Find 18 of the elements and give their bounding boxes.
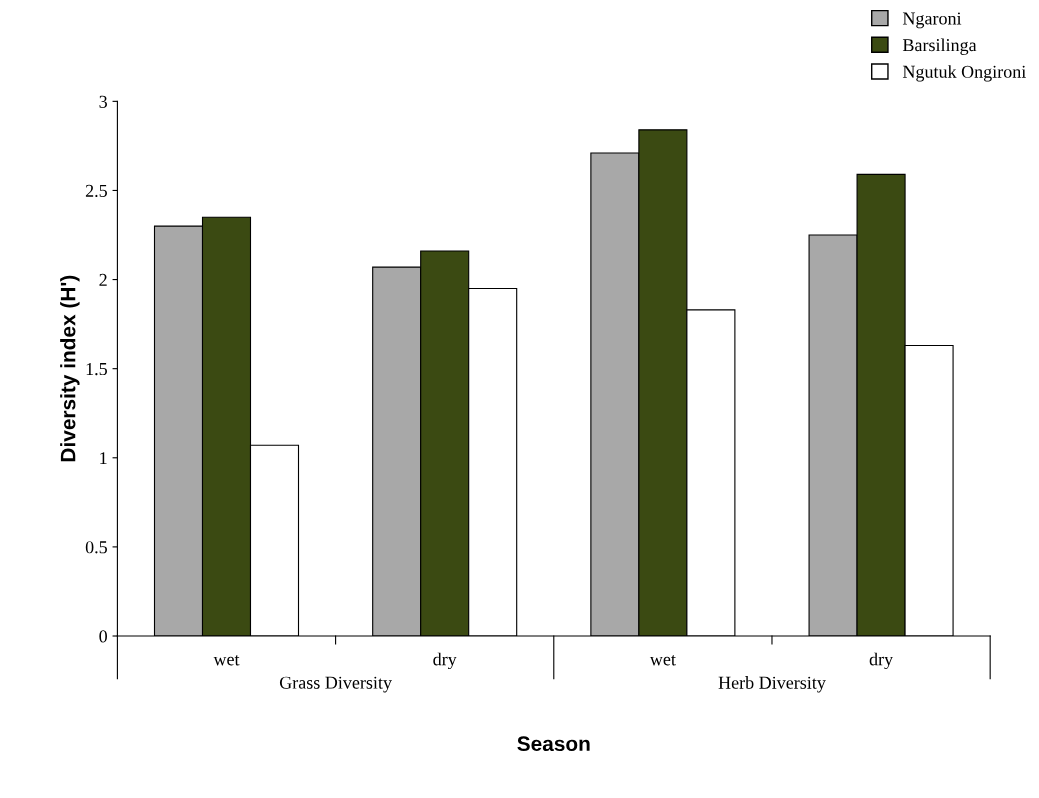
x-tick-label: dry — [433, 652, 457, 670]
legend-label: Ngaroni — [902, 12, 962, 29]
legend-label: Barsilinga — [902, 38, 977, 55]
y-tick-label: 0 — [99, 630, 107, 643]
y-tick-label: 0.5 — [85, 541, 107, 554]
text: Grass Diversity — [279, 676, 392, 693]
x-tick-label: wet — [649, 655, 676, 666]
y-tick-label: 1 — [100, 452, 107, 465]
y-tick-label: 2.5 — [85, 184, 107, 197]
y-tick-label: 3 — [99, 95, 107, 108]
legend-label: Ngutuk Ongironi — [902, 65, 1026, 82]
x-tick-label: dry — [869, 652, 894, 670]
y-tick-label: 1.5 — [86, 363, 107, 376]
text: Herb Diversity — [718, 676, 826, 693]
x-axis-title: Season — [517, 736, 590, 752]
x-tick-label: wet — [213, 655, 240, 666]
y-axis-title: Diversity index (H') — [60, 275, 80, 462]
y-tick-label: 2 — [99, 273, 107, 286]
